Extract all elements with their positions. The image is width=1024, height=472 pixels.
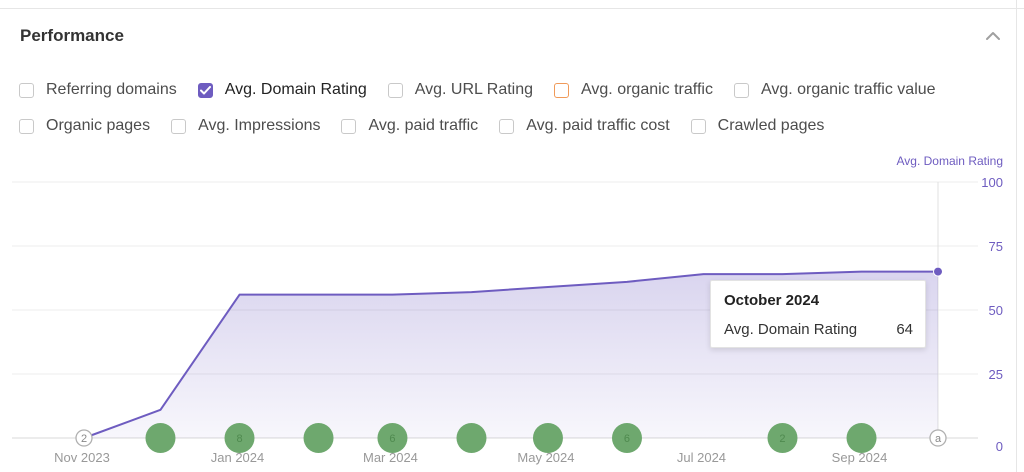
event-marker[interactable] — [532, 423, 563, 453]
filter-label: Avg. paid traffic cost — [526, 117, 670, 134]
event-marker[interactable] — [767, 423, 798, 453]
filter-label: Avg. paid traffic — [368, 117, 479, 134]
y-tick-label: 25 — [989, 367, 1003, 382]
filter-avg-url-rating[interactable]: Avg. URL Rating — [387, 81, 534, 99]
tooltip-label: Avg. Domain Rating — [724, 321, 858, 338]
checkbox[interactable] — [554, 82, 570, 98]
event-marker-label: 6 — [389, 433, 395, 445]
checkmark-icon — [199, 85, 211, 94]
filter-row-2: Organic pages Avg. Impressions Avg. paid… — [19, 108, 1009, 144]
top-divider — [0, 0, 1024, 9]
event-marker-label: 8 — [236, 433, 242, 445]
filter-label: Organic pages — [46, 117, 151, 134]
filter-avg-organic-traffic-value[interactable]: Avg. organic traffic value — [733, 81, 936, 99]
tooltip-title: October 2024 — [724, 292, 820, 309]
tooltip-value: 64 — [896, 321, 913, 338]
event-marker[interactable] — [611, 423, 642, 453]
x-tick-label: Jan 2024 — [211, 450, 265, 465]
filter-label: Avg. Domain Rating — [224, 81, 367, 98]
filter-organic-pages[interactable]: Organic pages — [19, 117, 150, 135]
checkbox[interactable] — [733, 82, 749, 98]
checkbox[interactable] — [499, 118, 515, 134]
metric-filters: Referring domains Avg. Domain Rating Avg… — [19, 72, 1009, 144]
filter-avg-domain-rating[interactable]: Avg. Domain Rating — [197, 81, 367, 99]
series-line — [83, 270, 938, 439]
checkbox[interactable] — [19, 118, 34, 134]
checkbox[interactable] — [171, 118, 187, 134]
event-marker[interactable] — [929, 429, 947, 447]
x-tick-label: Sep 2024 — [832, 450, 888, 465]
chevron-up-icon[interactable] — [981, 24, 1005, 48]
right-divider — [1016, 0, 1017, 472]
filter-label: Avg. organic traffic — [581, 81, 713, 98]
filter-label: Referring domains — [46, 81, 177, 98]
checkbox[interactable] — [387, 82, 403, 98]
y-tick-label: 50 — [989, 303, 1003, 318]
filter-referring-domains[interactable]: Referring domains — [19, 81, 177, 99]
x-tick-label: Nov 2023 — [54, 450, 110, 465]
event-marker[interactable] — [75, 429, 93, 447]
panel-title: Performance — [20, 26, 124, 45]
filter-avg-paid-traffic[interactable]: Avg. paid traffic — [341, 117, 478, 135]
filter-avg-impressions[interactable]: Avg. Impressions — [171, 117, 320, 135]
filter-crawled-pages[interactable]: Crawled pages — [690, 117, 825, 135]
event-marker[interactable] — [456, 423, 487, 453]
event-marker-label: 2 — [81, 433, 87, 445]
y-tick-label: 100 — [981, 175, 1003, 190]
event-marker[interactable] — [145, 423, 176, 453]
event-marker-label: 2 — [779, 433, 785, 445]
panel-header: Performance — [20, 22, 1005, 50]
x-tick-label: Mar 2024 — [363, 450, 418, 465]
filter-row-1: Referring domains Avg. Domain Rating Avg… — [19, 72, 1009, 108]
filter-avg-paid-traffic-cost[interactable]: Avg. paid traffic cost — [499, 117, 670, 135]
checkbox-checked[interactable] — [197, 82, 213, 98]
y-tick-label: 75 — [989, 239, 1003, 254]
filter-label: Avg. organic traffic value — [760, 81, 936, 98]
filter-avg-organic-traffic[interactable]: Avg. organic traffic — [554, 81, 713, 99]
x-tick-label: Jul 2024 — [677, 450, 726, 465]
y-axis-title: Avg. Domain Rating — [896, 154, 1004, 168]
filter-label: Avg. URL Rating — [414, 81, 534, 98]
y-tick-label: 0 — [996, 439, 1003, 454]
event-marker-label: 6 — [624, 433, 630, 445]
x-tick-label: May 2024 — [517, 450, 574, 465]
checkbox[interactable] — [690, 118, 706, 134]
chart-tooltip: October 2024 Avg. Domain Rating 64 — [710, 280, 926, 348]
event-marker[interactable] — [377, 423, 408, 453]
series-point[interactable] — [933, 266, 943, 277]
event-marker[interactable] — [303, 423, 334, 453]
checkbox[interactable] — [341, 118, 357, 134]
event-marker[interactable] — [224, 423, 255, 453]
filter-label: Crawled pages — [717, 117, 825, 134]
filter-label: Avg. Impressions — [198, 117, 321, 134]
checkbox[interactable] — [19, 82, 34, 98]
event-marker[interactable] — [846, 423, 877, 453]
event-marker-label: a — [935, 433, 942, 445]
